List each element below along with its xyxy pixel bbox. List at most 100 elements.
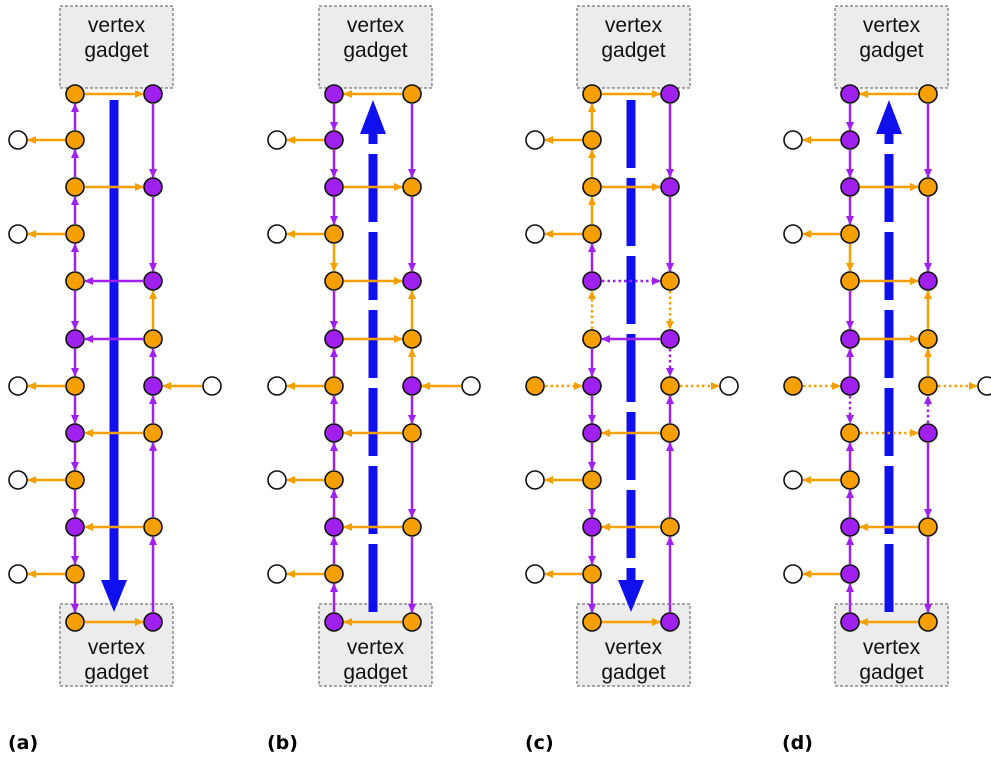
- direction-arrow-head: [101, 580, 127, 612]
- direction-arrow-head: [360, 100, 386, 134]
- vertex-gadget-label-line2: gadget: [343, 661, 407, 684]
- chain-node-left: [840, 376, 860, 396]
- chain-node-left: [324, 517, 344, 537]
- vertex-gadget-label-line1: vertex: [605, 636, 663, 659]
- vertex-gadget-label-line2: gadget: [859, 661, 923, 684]
- vertex-gadget-label-line2: gadget: [859, 39, 923, 62]
- chain-node-right: [660, 271, 680, 291]
- chain-node-right: [660, 84, 680, 104]
- external-node: [267, 470, 287, 490]
- chain-node-left: [324, 376, 344, 396]
- vertex-gadget-label-line1: vertex: [88, 636, 146, 659]
- vertex-gadget-box: [834, 5, 949, 89]
- chain-node-right: [402, 517, 422, 537]
- chain-node-right: [402, 612, 422, 632]
- external-node: [8, 564, 28, 584]
- caption-c: (c): [525, 732, 554, 754]
- external-node: [8, 224, 28, 244]
- vertex-gadget-label-line2: gadget: [601, 39, 665, 62]
- external-node: [267, 130, 287, 150]
- chain-node-left: [582, 612, 602, 632]
- external-node-right: [202, 376, 222, 396]
- chain-node-left: [582, 470, 602, 490]
- chain-node-right: [660, 612, 680, 632]
- caption-a: (a): [8, 732, 39, 754]
- chain-node-right: [402, 84, 422, 104]
- vertex-gadget-label-line1: vertex: [605, 14, 663, 37]
- chain-node-left: [324, 470, 344, 490]
- chain-node-left: [65, 177, 85, 197]
- chain-node-left: [582, 517, 602, 537]
- chain-node-right: [918, 177, 938, 197]
- chain-node-left: [65, 564, 85, 584]
- external-node: [525, 470, 545, 490]
- external-node: [267, 564, 287, 584]
- vertex-gadget-label-line1: vertex: [863, 14, 921, 37]
- chain-node-right: [143, 376, 163, 396]
- vertex-gadget-box: [576, 5, 691, 89]
- chain-node-right: [660, 329, 680, 349]
- external-node: [525, 376, 545, 396]
- chain-node-left: [65, 376, 85, 396]
- external-node: [783, 224, 803, 244]
- chain-node-left: [324, 423, 344, 443]
- chain-node-left: [324, 224, 344, 244]
- chain-node-right: [918, 423, 938, 443]
- chain-node-left: [582, 224, 602, 244]
- chain-node-right: [402, 376, 422, 396]
- chain-node-left: [582, 177, 602, 197]
- chain-node-left: [324, 271, 344, 291]
- vertex-gadget-box: [318, 5, 433, 89]
- chain-node-left: [840, 470, 860, 490]
- external-node: [267, 376, 287, 396]
- vertex-gadget-label-line2: gadget: [343, 39, 407, 62]
- chain-node-right: [918, 84, 938, 104]
- external-node: [783, 130, 803, 150]
- external-node: [267, 224, 287, 244]
- external-node: [783, 470, 803, 490]
- chain-node-right: [918, 376, 938, 396]
- chain-node-left: [65, 423, 85, 443]
- chain-node-left: [582, 564, 602, 584]
- chain-node-right: [918, 517, 938, 537]
- chain-node-left: [582, 84, 602, 104]
- chain-node-left: [840, 84, 860, 104]
- chain-node-left: [840, 564, 860, 584]
- vertex-gadget-label-line1: vertex: [347, 14, 405, 37]
- chain-node-right: [143, 329, 163, 349]
- vertex-gadget-label-line1: vertex: [88, 14, 146, 37]
- chain-node-right: [918, 612, 938, 632]
- chain-node-left: [65, 130, 85, 150]
- direction-arrow-head: [618, 580, 644, 612]
- external-node: [8, 470, 28, 490]
- chain-node-right: [143, 612, 163, 632]
- vertex-gadget-label-line1: vertex: [347, 636, 405, 659]
- chain-node-right: [660, 376, 680, 396]
- vertex-gadget-label-line2: gadget: [601, 661, 665, 684]
- chain-node-right: [660, 423, 680, 443]
- chain-node-left: [324, 177, 344, 197]
- vertex-gadget-label-line2: gadget: [84, 661, 148, 684]
- chain-node-left: [582, 271, 602, 291]
- chain-node-left: [840, 177, 860, 197]
- chain-node-left: [840, 517, 860, 537]
- chain-node-right: [402, 271, 422, 291]
- chain-node-left: [65, 224, 85, 244]
- external-node: [8, 130, 28, 150]
- chain-node-left: [65, 271, 85, 291]
- chain-node-left: [65, 517, 85, 537]
- chain-node-right: [660, 517, 680, 537]
- vertex-gadget-label-line1: vertex: [863, 636, 921, 659]
- chain-node-left: [582, 329, 602, 349]
- chain-node-left: [840, 224, 860, 244]
- external-node: [8, 376, 28, 396]
- external-node: [525, 130, 545, 150]
- chain-node-left: [840, 329, 860, 349]
- chain-node-left: [65, 329, 85, 349]
- external-node: [525, 564, 545, 584]
- vertex-gadget-label-line2: gadget: [84, 39, 148, 62]
- chain-node-right: [402, 329, 422, 349]
